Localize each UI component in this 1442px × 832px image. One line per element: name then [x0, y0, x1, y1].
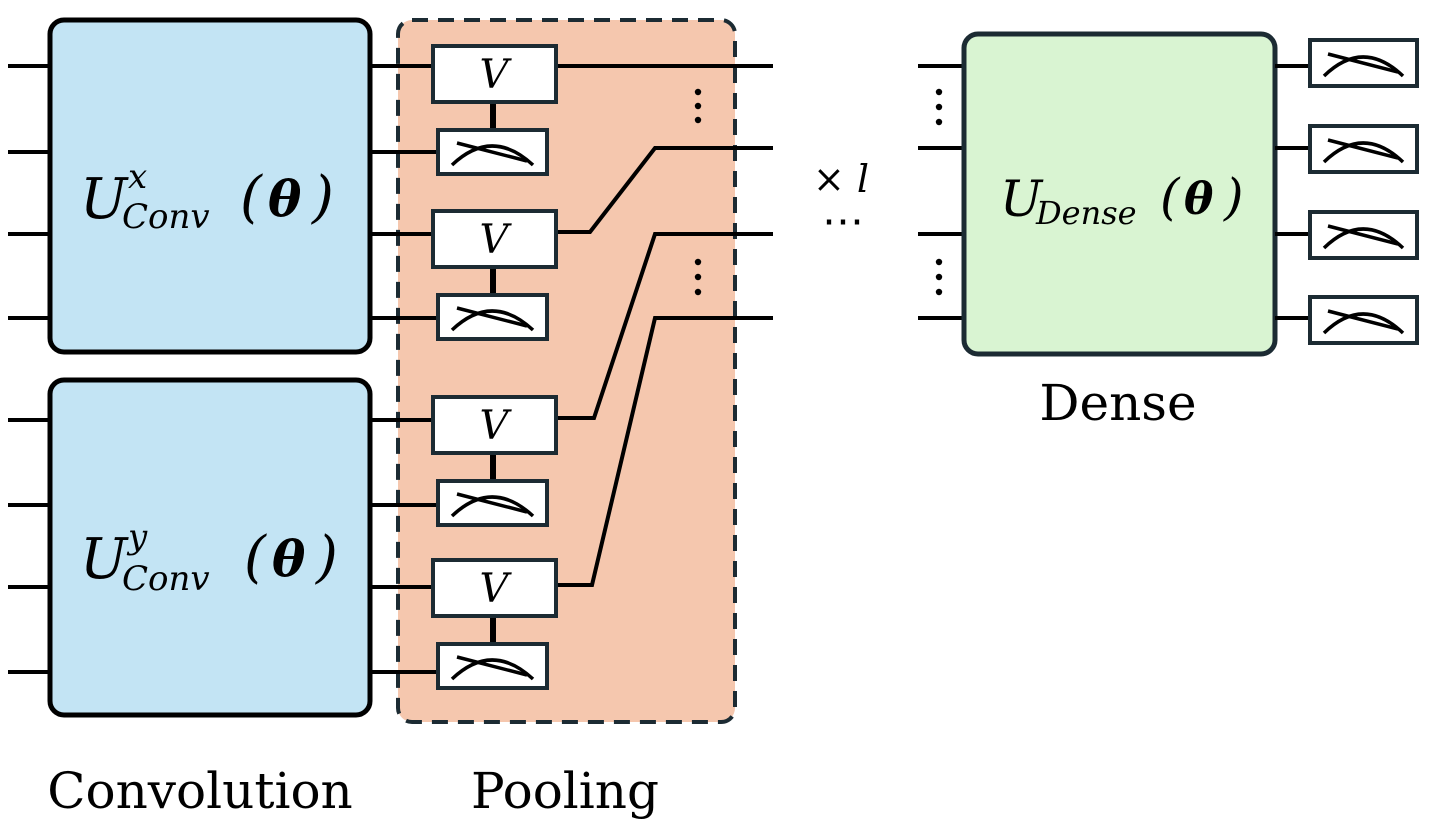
measurement-icon [1308, 124, 1419, 174]
measurement-icon [1308, 38, 1419, 88]
conv-y-open: ( [244, 525, 267, 590]
svg-text:V: V [480, 52, 513, 98]
conv-x-close: ) [311, 165, 334, 230]
v-gate-4: V [431, 558, 558, 618]
pooling-region [396, 18, 737, 724]
pool-output-wires [556, 64, 773, 587]
label-dense: Dense [1039, 374, 1196, 432]
vertical-dots [935, 88, 943, 296]
v-gate-3: V [431, 395, 558, 455]
svg-text:V: V [480, 217, 513, 263]
conv-y-close: ) [315, 525, 338, 590]
dense-close: ) [1223, 168, 1244, 226]
measurement-icon [1308, 210, 1419, 260]
conv-x-open: ( [240, 165, 263, 230]
label-pooling: Pooling [471, 762, 659, 820]
dense-output-wires [1275, 64, 1310, 320]
svg-text:V: V [480, 566, 513, 612]
measurement-icon [436, 128, 549, 176]
conv-x-base: U [80, 167, 129, 232]
conv-y-base: U [80, 527, 129, 592]
svg-text:V: V [480, 403, 513, 449]
dense-base: U [1000, 170, 1044, 228]
dense-input-wires [918, 64, 964, 320]
dense-open: ( [1160, 168, 1181, 226]
measurement-icon [436, 642, 549, 690]
conv-y-theta: θ [272, 529, 306, 588]
measurement-icon [436, 293, 549, 341]
repeat-label: × l [813, 157, 869, 201]
label-convolution: Convolution [47, 762, 353, 820]
conv-x-theta: θ [268, 169, 302, 228]
v-gate-2: V [431, 209, 558, 269]
conv-to-pool-wires [370, 64, 438, 674]
measurement-icon [436, 479, 549, 527]
vertical-dots [694, 88, 702, 296]
dense-sub: Dense [1035, 194, 1137, 232]
input-wires [8, 64, 50, 674]
conv-x-sub: Conv [122, 197, 210, 237]
v-gate-1: V [431, 44, 558, 104]
conv-x-block: U x Conv ( θ ) [47, 17, 373, 355]
measurement-icon [1308, 295, 1419, 345]
conv-y-sup: y [126, 517, 148, 557]
horizontal-ellipsis: ⋯ [822, 196, 864, 245]
conv-y-sub: Conv [122, 559, 210, 599]
conv-x-sup: x [128, 157, 147, 197]
dense-block: U Dense ( θ ) [961, 31, 1278, 357]
dense-theta: θ [1184, 174, 1214, 225]
conv-y-block: U y Conv ( θ ) [47, 377, 373, 718]
